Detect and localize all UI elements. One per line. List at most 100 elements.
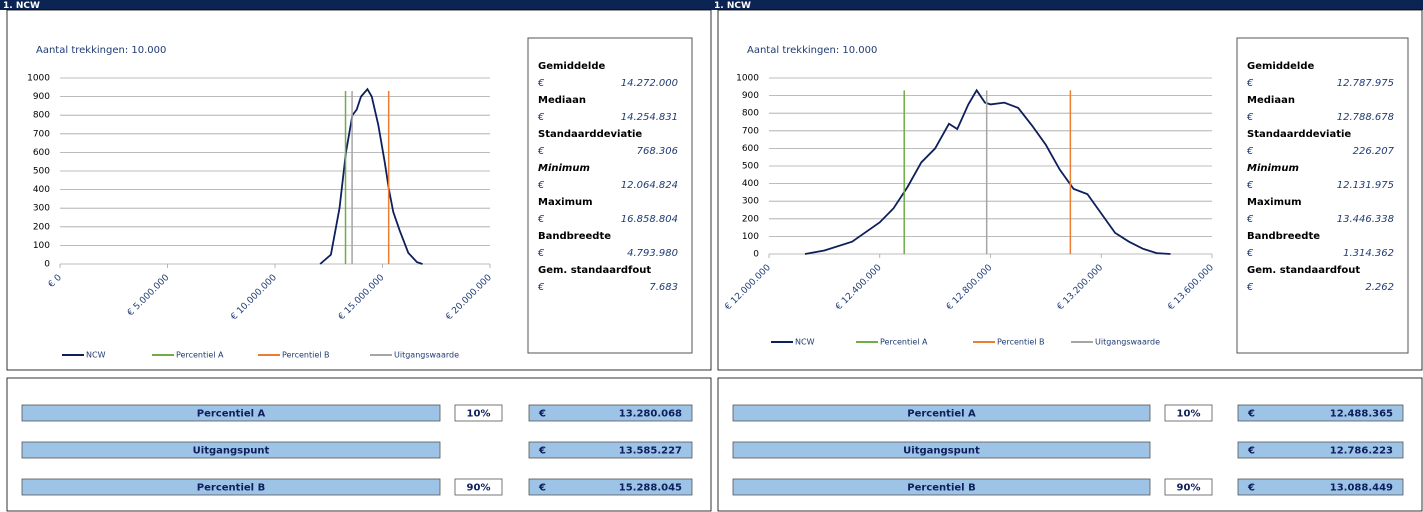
- stat-label: Minimum: [538, 163, 590, 174]
- y-tick-label: 100: [33, 241, 50, 251]
- x-tick-label: € 12.800.000: [945, 263, 995, 313]
- table-frame: [717, 377, 1423, 512]
- stat-label: Mediaan: [538, 95, 586, 106]
- series-line: [319, 87, 423, 265]
- stat-currency: €: [537, 248, 545, 259]
- chart-frame: [717, 9, 1423, 371]
- legend-label: Percentiel B: [997, 338, 1045, 347]
- stat-label: Maximum: [538, 197, 593, 208]
- row-label-bar: [21, 441, 441, 459]
- stat-label: Standaarddeviatie: [1247, 129, 1351, 140]
- row-label: Uitgangspunt: [193, 446, 270, 457]
- row-label-bar: [732, 404, 1151, 422]
- y-tick-label: 700: [742, 126, 759, 136]
- value: 12.786.223: [1330, 446, 1393, 457]
- percent: 90%: [1177, 483, 1201, 494]
- stat-value: 2.262: [1365, 282, 1394, 293]
- stat-label: Standaarddeviatie: [538, 129, 642, 140]
- stat-value: 14.254.831: [621, 112, 678, 123]
- stat-currency: €: [1246, 248, 1254, 259]
- subtitle: Aantal trekkingen: 10.000: [36, 45, 166, 56]
- stat-currency: €: [537, 78, 545, 89]
- value: 15.288.045: [619, 483, 682, 494]
- panel-header: 1. NCW: [3, 1, 40, 11]
- stat-label: Bandbreedte: [538, 231, 611, 242]
- x-tick-label: € 20.000.000: [444, 273, 494, 323]
- legend-label: NCW: [86, 351, 106, 360]
- y-tick-label: 400: [33, 185, 50, 195]
- value-currency: €: [538, 483, 546, 494]
- stat-value: 4.793.980: [627, 248, 678, 259]
- table-frame: [6, 377, 712, 512]
- stat-currency: €: [1246, 214, 1254, 225]
- row-label-bar: [732, 478, 1151, 496]
- y-tick-label: 200: [742, 214, 759, 224]
- stat-currency: €: [1246, 146, 1254, 157]
- row-label-bar: [21, 404, 441, 422]
- percent-box: [454, 478, 503, 496]
- y-tick-label: 100: [742, 232, 759, 242]
- stat-currency: €: [1246, 78, 1254, 89]
- panel-header: 1. NCW: [714, 1, 751, 11]
- y-tick-label: 0: [44, 260, 50, 270]
- x-tick-label: € 13.600.000: [1166, 263, 1216, 313]
- value-currency: €: [1247, 409, 1255, 420]
- y-tick-label: 300: [33, 204, 50, 214]
- row-label-bar: [21, 478, 441, 496]
- value: 13.088.449: [1330, 483, 1393, 494]
- stat-value: 13.446.338: [1337, 214, 1394, 225]
- stat-currency: €: [537, 180, 545, 191]
- stat-value: 226.207: [1353, 146, 1395, 157]
- y-tick-label: 500: [742, 162, 759, 172]
- y-tick-label: 600: [33, 148, 50, 158]
- row-label: Uitgangspunt: [903, 446, 980, 457]
- panel: 1. NCW Aantal trekkingen: 10.000 0 100 200 30…: [714, 1, 1423, 512]
- legend-label: NCW: [795, 338, 815, 347]
- x-tick-label: € 5.000.000: [126, 273, 172, 319]
- y-tick-label: 0: [753, 250, 759, 260]
- value-box: [528, 404, 693, 422]
- x-tick-label: € 13.200.000: [1056, 263, 1106, 313]
- chart-frame: [6, 9, 712, 371]
- stat-value: 768.306: [637, 146, 678, 157]
- x-tick-label: € 10.000.000: [229, 273, 279, 323]
- y-tick-label: 300: [742, 197, 759, 207]
- y-tick-label: 400: [742, 179, 759, 189]
- y-tick-label: 500: [33, 167, 50, 177]
- stats-box: [1236, 37, 1409, 354]
- stat-currency: €: [537, 146, 545, 157]
- value-box: [1237, 478, 1404, 496]
- value-currency: €: [538, 409, 546, 420]
- x-tick-label: € 15.000.000: [337, 273, 387, 323]
- legend-label: Percentiel B: [282, 351, 330, 360]
- row-label: Percentiel B: [197, 483, 265, 494]
- stat-value: 14.272.000: [621, 78, 678, 89]
- stat-label: Gem. standaardfout: [1247, 265, 1360, 276]
- x-tick-label: € 12.000.000: [723, 263, 773, 313]
- series-line: [804, 88, 1171, 255]
- percent: 90%: [467, 483, 491, 494]
- value-box: [528, 441, 693, 459]
- y-tick-label: 900: [742, 91, 759, 101]
- row-label: Percentiel B: [907, 483, 975, 494]
- value: 12.488.365: [1330, 409, 1393, 420]
- legend-label: Uitgangswaarde: [394, 351, 459, 360]
- stat-currency: €: [537, 282, 545, 293]
- y-tick-label: 800: [742, 109, 759, 119]
- stat-label: Gemiddelde: [1247, 61, 1315, 72]
- stat-value: 12.131.975: [1337, 180, 1394, 191]
- legend-label: Uitgangswaarde: [1095, 338, 1160, 347]
- y-tick-label: 200: [33, 222, 50, 232]
- stat-value: 12.788.678: [1337, 112, 1394, 123]
- stat-value: 16.858.804: [621, 214, 678, 225]
- y-tick-label: 900: [33, 92, 50, 102]
- value-box: [1237, 441, 1404, 459]
- legend-label: Percentiel A: [880, 338, 928, 347]
- row-label-bar: [732, 441, 1151, 459]
- stat-currency: €: [1246, 112, 1254, 123]
- stat-currency: €: [537, 112, 545, 123]
- y-tick-label: 600: [742, 144, 759, 154]
- panel: 1. NCW Aantal trekkingen: 10.000 0 100 200 30…: [3, 1, 712, 512]
- value-currency: €: [1247, 446, 1255, 457]
- percent: 10%: [467, 409, 491, 420]
